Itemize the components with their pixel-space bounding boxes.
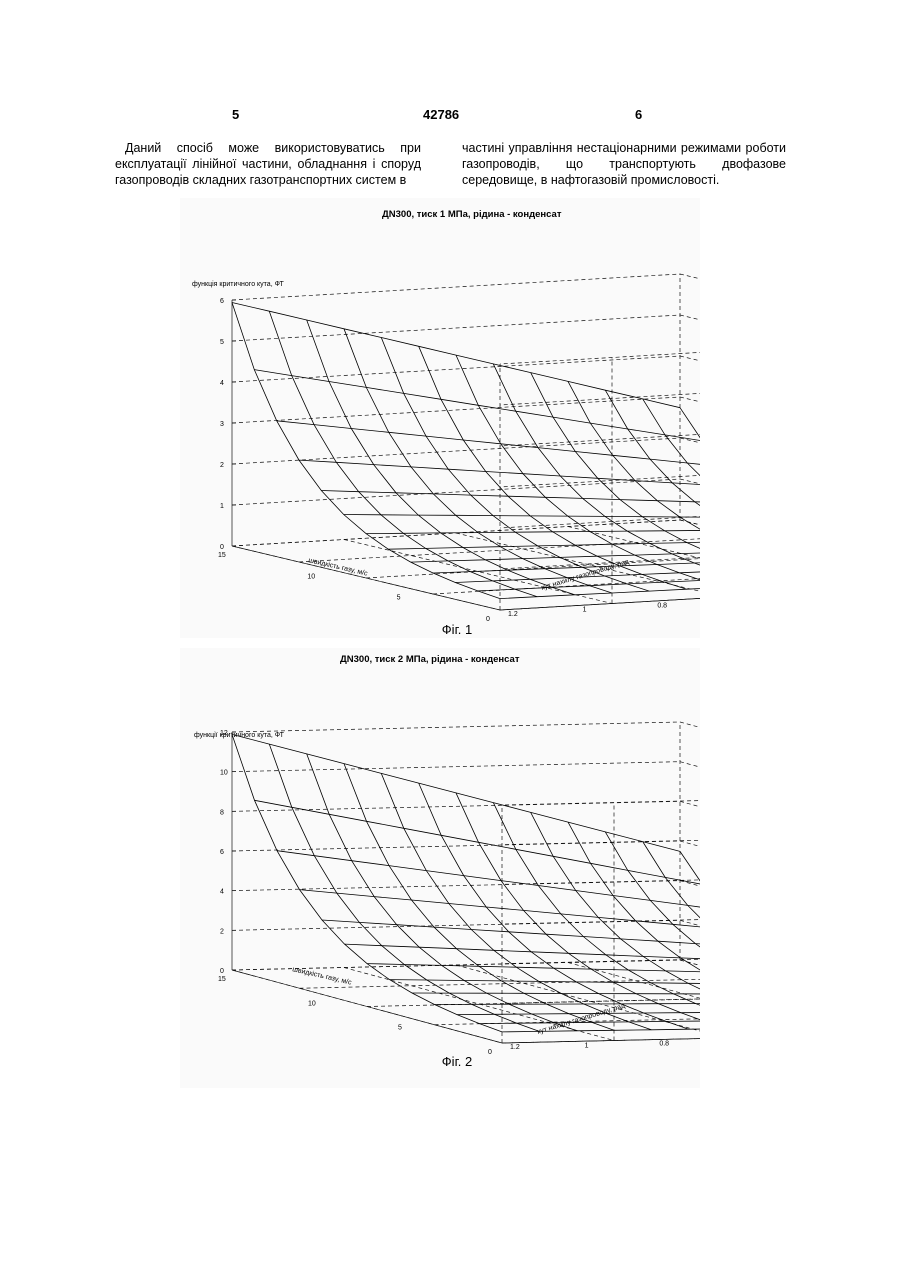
y-tick-label: 1: [585, 1042, 589, 1049]
surface-mesh-line: [232, 734, 680, 851]
back-wall-gridline: [680, 356, 700, 420]
back-wall-gridline: [680, 920, 700, 993]
side-wall-gridline: [502, 954, 700, 964]
left-wall-gridline: [232, 722, 680, 732]
surface-mesh-line: [381, 338, 649, 592]
figure-2-plot: ДN300, тиск 2 МПа, рідина - конденсат фу…: [180, 648, 700, 1088]
z-tick-label: 0: [220, 544, 224, 551]
surface-mesh-line: [299, 460, 700, 487]
right-paragraph: частині управління нестаціонарними режим…: [462, 140, 786, 188]
back-wall-gridline: [680, 479, 700, 543]
figure-1-z-label: функція критичного кута, ФТ: [192, 280, 285, 288]
z-tick-label: 4: [220, 380, 224, 387]
surface-mesh-line: [366, 529, 700, 533]
y-axis: [502, 1033, 700, 1043]
back-wall-gridline: [680, 397, 700, 461]
surface-mesh-line: [307, 754, 577, 1031]
surface-mesh-line: [456, 355, 700, 587]
y-tick-label: 0.8: [657, 602, 667, 609]
left-paragraph: Даний спосіб може використовуватись при …: [115, 140, 421, 188]
surface-mesh-line: [321, 491, 700, 505]
left-wall-gridline: [232, 274, 680, 300]
figure-1-x-label: швидкість газу, м/с: [308, 556, 369, 578]
surface-mesh-line: [232, 734, 502, 1032]
figure-2-caption: Фіг. 2: [397, 1054, 517, 1069]
left-wall-gridline: [232, 397, 680, 423]
z-tick-label: 3: [220, 421, 224, 428]
x-tick-label: 10: [307, 573, 315, 580]
z-tick-label: 10: [220, 770, 228, 777]
z-tick-label: 5: [220, 339, 224, 346]
surface-mesh-line: [381, 773, 651, 1029]
y-tick-label: 1: [583, 607, 587, 614]
figure-1-caption: Фіг. 1: [397, 622, 517, 637]
figure-2-z-label: функції критичного кута, ФТ: [194, 731, 285, 739]
figure-1-title: ДN300, тиск 1 МПа, рідина - конденсат: [382, 209, 562, 220]
z-tick-label: 1: [220, 503, 224, 510]
left-wall-gridline: [232, 315, 680, 341]
surface-mesh-line: [277, 421, 700, 467]
z-tick-label: 0: [220, 968, 224, 975]
side-wall-gridline: [502, 835, 700, 845]
x-tick-label: 15: [218, 976, 226, 983]
surface-mesh-line: [605, 390, 700, 580]
surface-mesh-line: [419, 346, 687, 589]
z-tick-label: 2: [220, 462, 224, 469]
z-tick-label: 6: [220, 298, 224, 305]
page-number-left: 5: [232, 107, 239, 122]
side-wall-gridline: [502, 795, 700, 805]
y-tick-label: 0.8: [659, 1041, 669, 1048]
figure-1-plot: ДN300, тиск 1 МПа, рідина - конденсат фу…: [180, 198, 700, 638]
x-tick-label: 15: [218, 552, 226, 559]
x-tick-label: 10: [308, 1000, 316, 1007]
surface-mesh-line: [344, 515, 700, 518]
floor-gridline: [502, 1033, 700, 1043]
surface-mesh-line: [254, 370, 700, 441]
back-wall-gridline: [680, 274, 700, 338]
surface-mesh-line: [345, 944, 701, 962]
side-wall-gridline: [500, 379, 700, 405]
z-tick-label: 8: [220, 809, 224, 816]
figure-1: ДN300, тиск 1 МПа, рідина - конденсат фу…: [180, 198, 700, 638]
surface-mesh-line: [412, 993, 700, 995]
left-wall-gridline: [232, 479, 680, 505]
z-tick-label: 4: [220, 889, 224, 896]
z-tick-label: 12: [220, 730, 228, 737]
side-wall-gridline: [500, 502, 700, 528]
surface-mesh-line: [605, 832, 700, 1027]
right-text-column: частині управління нестаціонарними режим…: [462, 140, 786, 188]
figure-2: ДN300, тиск 2 МПа, рідина - конденсат фу…: [180, 648, 700, 1088]
side-wall-gridline: [502, 874, 700, 884]
z-tick-label: 6: [220, 849, 224, 856]
back-wall-gridline: [680, 722, 700, 795]
figure-2-x-label: швидкість газу, м/с: [292, 965, 353, 987]
floor-gridline: [299, 536, 700, 562]
x-axis: [232, 970, 502, 1043]
surface-mesh-line: [457, 1011, 700, 1015]
back-wall-gridline: [680, 841, 700, 914]
document-number: 42786: [423, 107, 459, 122]
left-text-column: Даний спосіб може використовуватись при …: [115, 140, 421, 188]
page-number-right: 6: [635, 107, 642, 122]
z-tick-label: 2: [220, 928, 224, 935]
left-wall-gridline: [232, 356, 680, 382]
back-wall-gridline: [680, 801, 700, 874]
surface-mesh-line: [643, 842, 700, 1026]
back-wall-gridline: [680, 315, 700, 379]
left-wall-gridline: [232, 762, 680, 772]
x-tick-label: 5: [398, 1025, 402, 1032]
side-wall-gridline: [500, 338, 700, 364]
back-wall-gridline: [680, 762, 700, 835]
side-wall-gridline: [502, 1033, 700, 1043]
y-tick-label: 1.2: [510, 1044, 520, 1051]
side-wall-gridline: [500, 420, 700, 446]
y-tick-label: 1.2: [508, 611, 518, 618]
figure-2-title: ДN300, тиск 2 МПа, рідина - конденсат: [340, 654, 520, 665]
surface-mesh-line: [232, 303, 500, 599]
x-tick-label: 5: [397, 595, 401, 602]
surface-mesh-line: [433, 556, 700, 573]
surface-mesh-line: [419, 783, 689, 1029]
x-axis: [232, 546, 500, 610]
